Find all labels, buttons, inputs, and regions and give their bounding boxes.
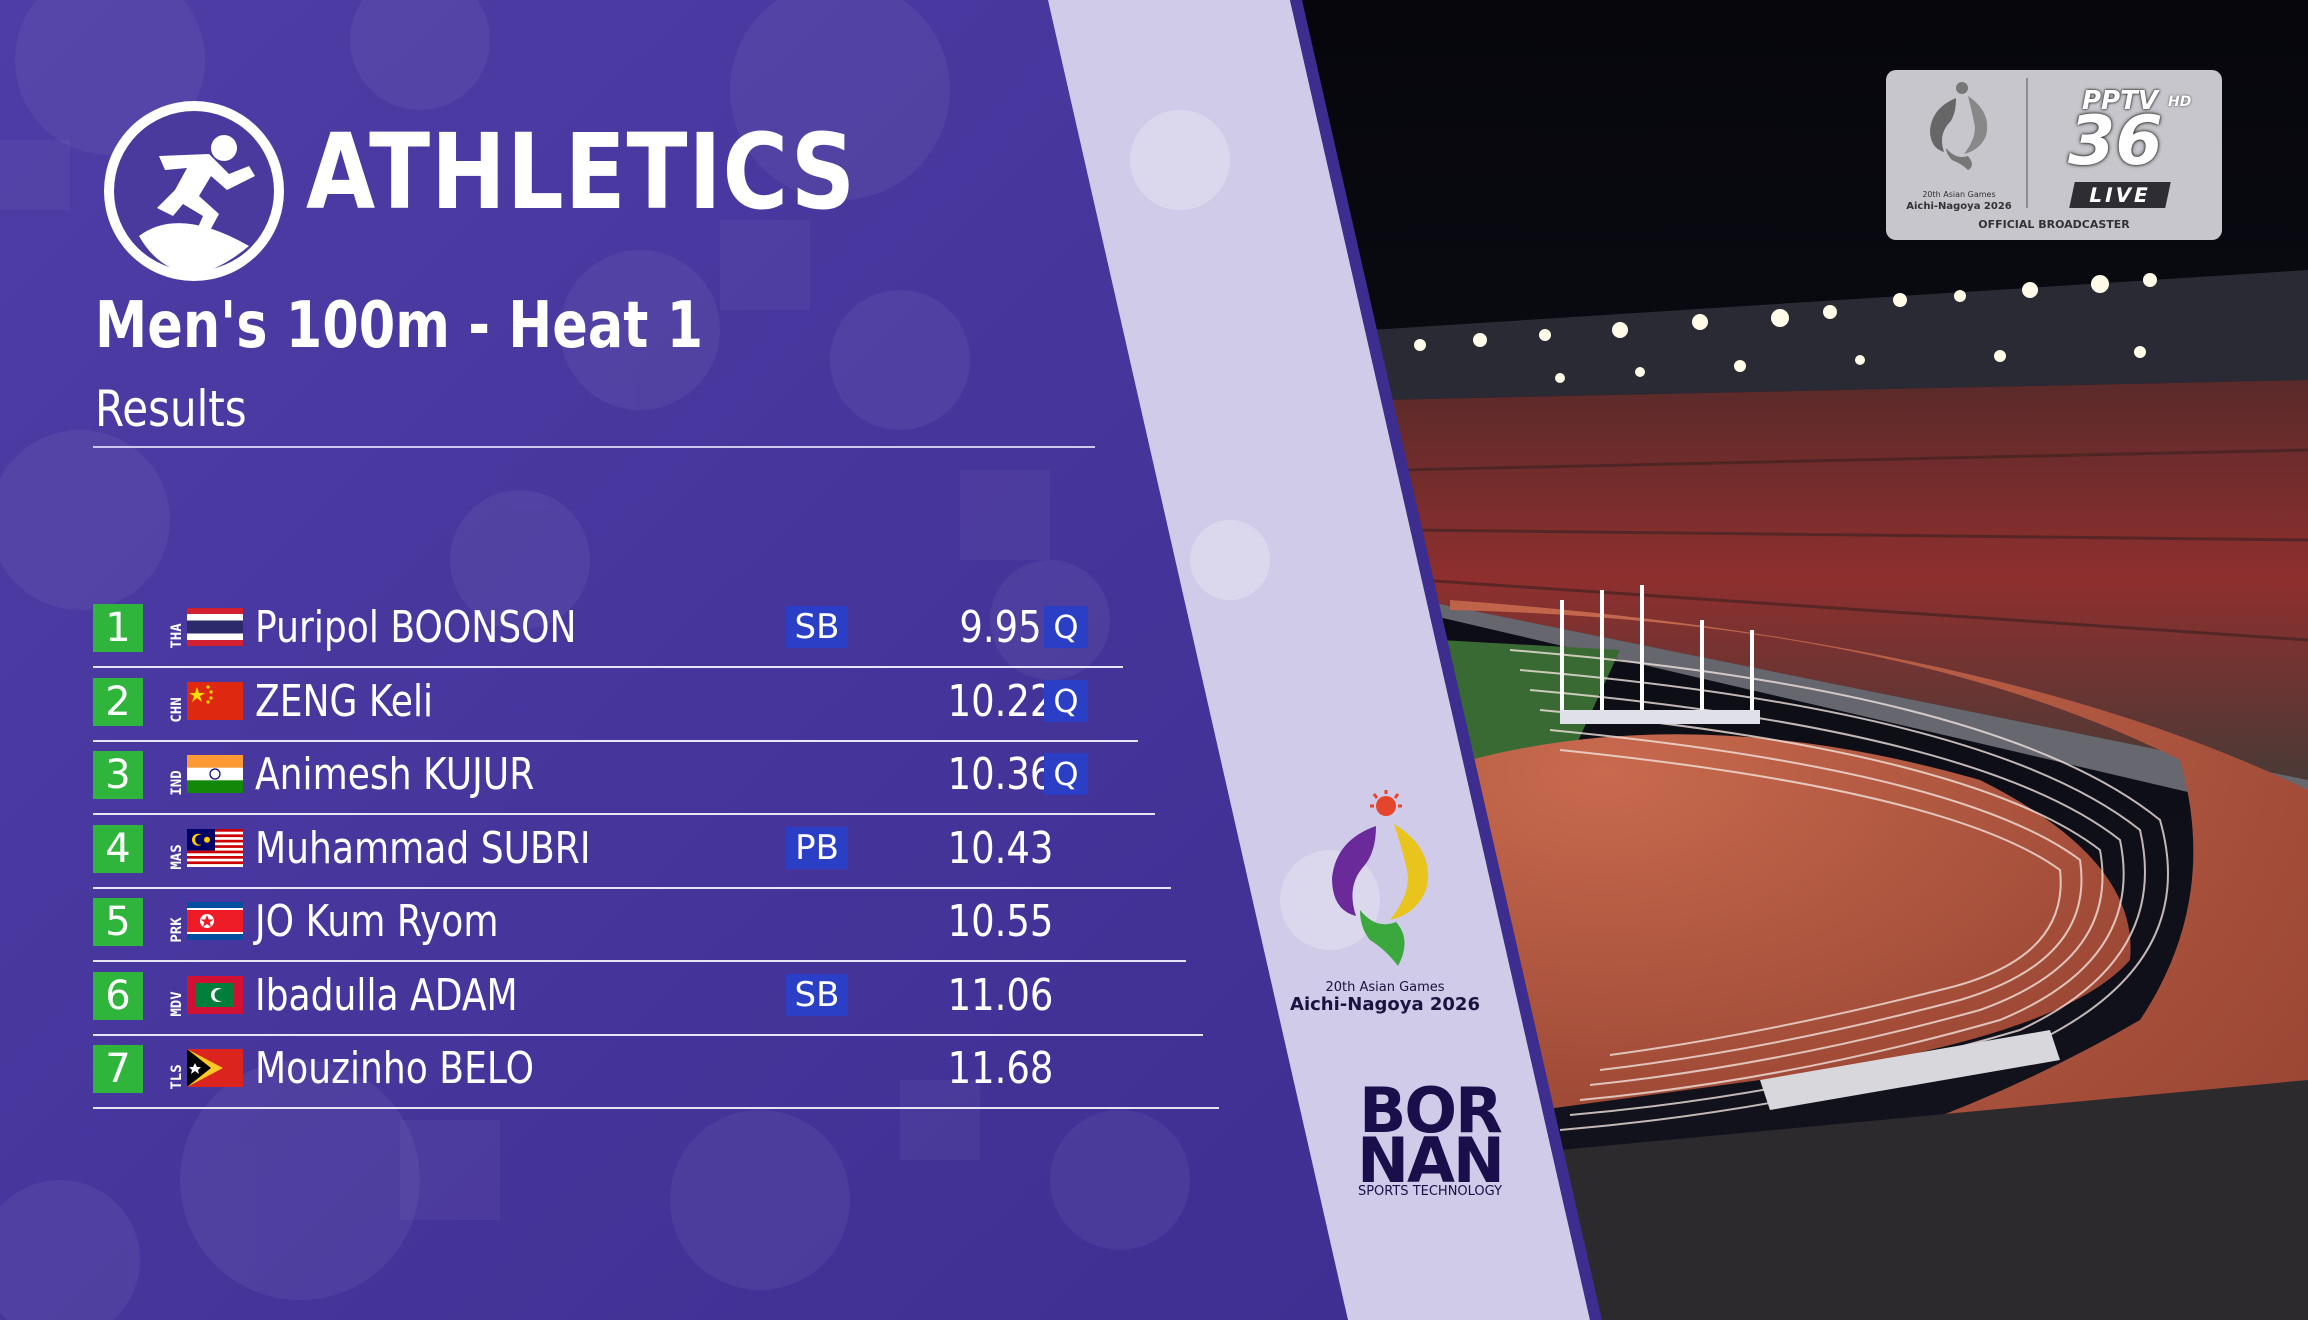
timor-leste-flag	[187, 1049, 243, 1087]
bug-games-line1: 20th Asian Games	[1922, 190, 1996, 199]
sponsor-tagline: SPORTS TECHNOLOGY	[1357, 1184, 1503, 1199]
china-flag	[187, 681, 243, 720]
country-code: IND	[169, 770, 185, 796]
record-badge: SB	[786, 973, 848, 1016]
maldives-flag	[187, 975, 243, 1014]
athlete-name: Puripol BOONSON	[255, 602, 577, 653]
result-time: 10.22	[947, 675, 1054, 727]
country-code: TLS	[169, 1064, 185, 1090]
row-divider	[93, 666, 1123, 668]
games-logo-line2: Aichi-Nagoya 2026	[1290, 994, 1480, 1015]
athlete-name: Ibadulla ADAM	[255, 969, 518, 1021]
rank-badge: 4	[93, 824, 143, 873]
india-flag	[187, 755, 243, 793]
result-row: 3 IND Animesh KUJUR 10.36 Q	[93, 747, 1155, 817]
result-time: 10.43	[947, 822, 1054, 874]
bug-divider	[2026, 78, 2028, 208]
rank-badge: 3	[93, 751, 143, 799]
athletics-runner-icon	[104, 101, 284, 281]
result-row: 6 MDV Ibadulla ADAM SB 11.06	[93, 968, 1203, 1038]
rank-badge: 2	[93, 677, 143, 726]
qualification-badge: Q	[1044, 753, 1088, 795]
country-code: CHN	[169, 696, 185, 723]
result-row: 5 PRK JO Kum Ryom 10.55	[93, 894, 1186, 964]
event-title: Men's 100m - Heat 1	[95, 289, 704, 363]
country-code: MDV	[169, 990, 185, 1017]
live-badge: LIVE	[2069, 182, 2171, 208]
sport-title: ATHLETICS	[306, 111, 856, 233]
result-row: 1 THA Puripol BOONSON SB 9.95 Q	[93, 600, 1123, 670]
asian-games-emblem-small	[1930, 82, 1988, 170]
header-divider	[93, 446, 1095, 448]
result-time: 10.55	[947, 896, 1054, 947]
row-divider	[93, 1107, 1219, 1109]
athlete-name: JO Kum Ryom	[255, 896, 499, 947]
broadcaster-channel-number: 36	[2068, 102, 2163, 181]
country-code: THA	[169, 623, 185, 649]
record-badge: SB	[786, 606, 848, 648]
broadcaster-hd-label: HD	[2168, 94, 2192, 110]
row-divider	[93, 960, 1186, 962]
result-time: 11.06	[947, 969, 1054, 1021]
games-logo-line1: 20th Asian Games	[1325, 980, 1445, 995]
country-code: PRK	[169, 917, 185, 943]
results-label: Results	[95, 380, 247, 438]
result-time: 10.36	[947, 749, 1054, 800]
broadcaster-bug: 20th Asian Games Aichi-Nagoya 2026 PPTV …	[1886, 70, 2222, 240]
result-row: 4 MAS Muhammad SUBRI PB 10.43	[93, 821, 1171, 891]
malaysia-flag	[187, 828, 243, 867]
result-row: 2 CHN ZENG Keli 10.22 Q	[93, 674, 1138, 744]
official-broadcaster-label: OFFICIAL BROADCASTER	[1978, 218, 2130, 231]
sponsor-logo-line2: NAN	[1357, 1124, 1505, 1197]
thailand-flag	[187, 608, 243, 646]
record-badge: PB	[786, 826, 848, 869]
bug-games-line2: Aichi-Nagoya 2026	[1906, 201, 2012, 212]
rank-badge: 5	[93, 898, 143, 946]
athlete-name: Muhammad SUBRI	[255, 822, 591, 874]
row-divider	[93, 813, 1155, 815]
athlete-name: Mouzinho BELO	[255, 1043, 535, 1094]
result-time: 11.68	[947, 1043, 1054, 1094]
row-divider	[93, 1033, 1203, 1036]
athlete-name: Animesh KUJUR	[255, 749, 535, 800]
north-korea-flag	[187, 902, 243, 940]
result-time: 9.95	[959, 602, 1042, 653]
rank-badge: 6	[93, 971, 143, 1020]
result-row: 7 TLS Mouzinho BELO 11.68	[93, 1041, 1219, 1111]
qualification-badge: Q	[1044, 606, 1088, 648]
rank-badge: 1	[93, 604, 143, 652]
row-divider	[93, 739, 1138, 742]
row-divider	[93, 886, 1171, 889]
qualification-badge: Q	[1044, 679, 1088, 722]
athlete-name: ZENG Keli	[255, 675, 434, 727]
rank-badge: 7	[93, 1045, 143, 1093]
broadcaster-brand: PPTV	[2082, 86, 2158, 116]
asian-games-emblem	[1332, 790, 1428, 966]
sponsor-logo-line1: BOR	[1359, 1074, 1503, 1147]
country-code: MAS	[169, 843, 185, 870]
